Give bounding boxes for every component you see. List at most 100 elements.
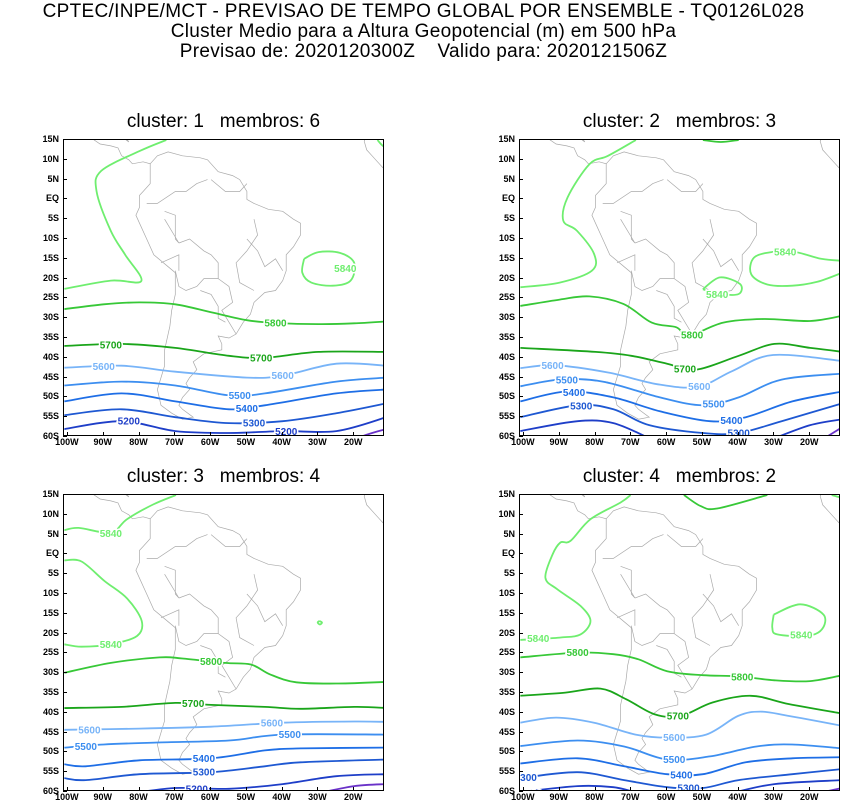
lat-tick-label: 45S — [498, 371, 515, 382]
tick-mark — [519, 139, 523, 140]
lat-tick-label: 10N — [42, 153, 59, 164]
tick-mark — [63, 436, 67, 437]
country-border — [702, 238, 739, 271]
lat-tick-label: 45S — [42, 371, 59, 382]
lat-tick-label: 10S — [498, 233, 515, 243]
lat-tick-label: 25S — [42, 647, 59, 658]
tick-mark — [737, 787, 739, 791]
lon-tick-label: 20W — [799, 437, 819, 447]
coastline — [93, 140, 301, 420]
lat-tick-label: 30S — [42, 312, 59, 323]
country-border — [691, 574, 714, 646]
country-border — [634, 593, 693, 690]
tick-mark — [63, 672, 67, 674]
tick-mark — [519, 751, 523, 753]
tick-mark — [63, 553, 67, 555]
lat-tick-label: 40S — [42, 351, 59, 362]
contour-5600 — [520, 353, 839, 389]
country-border — [146, 534, 208, 559]
lat-tick-label: 5S — [47, 568, 59, 579]
cluster-panel-4: cluster: 4 membros: 2 5840 5840 5800 5800 570… — [498, 466, 840, 802]
country-border — [620, 565, 636, 599]
contour-5600 — [520, 710, 839, 739]
lat-tick-label: 10S — [42, 233, 59, 243]
lon-tick-label: 70W — [165, 792, 184, 802]
contour-5600 — [64, 720, 383, 731]
tick-mark — [138, 432, 140, 436]
contour-label: 5300 — [193, 768, 216, 779]
lat-tick-label: 20S — [498, 272, 515, 283]
tick-mark — [519, 612, 523, 614]
lon-tick-label: 50W — [236, 792, 256, 802]
tick-mark — [174, 432, 176, 436]
lon-tick-label: 80W — [129, 437, 148, 447]
panel-title: cluster: 3 membros: 4 — [126, 466, 321, 487]
contour-label: 5700 — [100, 341, 123, 352]
tick-mark — [519, 416, 523, 418]
country-border — [666, 179, 704, 192]
contour-label: 5700 — [250, 353, 273, 364]
tick-mark — [519, 533, 523, 535]
lat-tick-label: 40S — [42, 706, 59, 717]
lat-tick-label: 5N — [47, 528, 59, 539]
tick-mark — [63, 337, 67, 338]
tick-mark — [63, 317, 67, 319]
tick-mark — [519, 356, 523, 358]
lon-tick-label: 40W — [728, 792, 747, 802]
lat-tick-label: 30S — [498, 312, 515, 323]
tick-mark — [519, 632, 523, 634]
lat-tick-label: 10N — [498, 508, 515, 519]
tick-mark — [63, 356, 67, 358]
tick-mark — [519, 396, 523, 398]
contour-5200 — [64, 417, 383, 434]
coastline — [93, 495, 301, 775]
country-border — [616, 609, 636, 626]
lat-tick-label: EQ — [501, 548, 515, 559]
contour-label: 5500 — [702, 400, 725, 411]
contour-label: 5500 — [556, 375, 579, 386]
lat-tick-label: 5S — [503, 213, 515, 224]
lon-tick-label: 80W — [129, 792, 148, 802]
lon-tick-label: 30W — [308, 437, 327, 447]
contour-5840 — [749, 250, 839, 287]
lon-tick-label: 40W — [272, 792, 291, 802]
contour-5400 — [64, 388, 383, 411]
lat-tick-label: 10N — [498, 153, 515, 164]
tick-mark — [519, 337, 523, 338]
lon-tick-label: 90W — [549, 437, 568, 447]
tick-mark — [63, 376, 67, 378]
lat-tick-label: 20S — [42, 627, 59, 638]
lon-tick-label: 90W — [93, 437, 112, 447]
country-border — [160, 254, 180, 271]
panel-title: cluster: 1 membros: 6 — [126, 111, 321, 132]
lat-tick-label: EQ — [45, 193, 59, 204]
lat-tick-label: 5N — [503, 173, 515, 184]
contour-5800 — [702, 140, 739, 143]
lat-tick-label: 60S — [42, 431, 59, 441]
lat-tick-label: 35S — [498, 687, 515, 697]
contour-5840 — [64, 140, 167, 290]
coastline — [549, 495, 757, 775]
map-plot: 5840584058005700560056005500550054005300… — [63, 494, 384, 791]
lon-tick-label: 50W — [692, 792, 712, 802]
country-border — [178, 593, 237, 690]
tick-mark — [630, 787, 632, 791]
tick-mark — [63, 533, 67, 535]
country-border — [581, 140, 586, 143]
country-border — [174, 625, 219, 646]
contour-label: 5200 — [118, 417, 141, 428]
tick-mark — [558, 432, 560, 436]
contour-label: 5300 — [728, 429, 751, 436]
contour-label: 5700 — [674, 364, 697, 375]
country-border — [210, 534, 248, 547]
contour-5840 — [316, 620, 323, 626]
contour-5840 — [831, 495, 839, 498]
tick-mark — [174, 787, 176, 791]
country-border — [819, 140, 839, 169]
country-border — [246, 238, 283, 271]
country-border — [630, 625, 675, 646]
contour-label: 5840 — [774, 248, 797, 259]
lon-tick-label: 60W — [656, 437, 676, 447]
tick-mark — [63, 396, 67, 398]
contour-label: 5800 — [681, 331, 704, 342]
